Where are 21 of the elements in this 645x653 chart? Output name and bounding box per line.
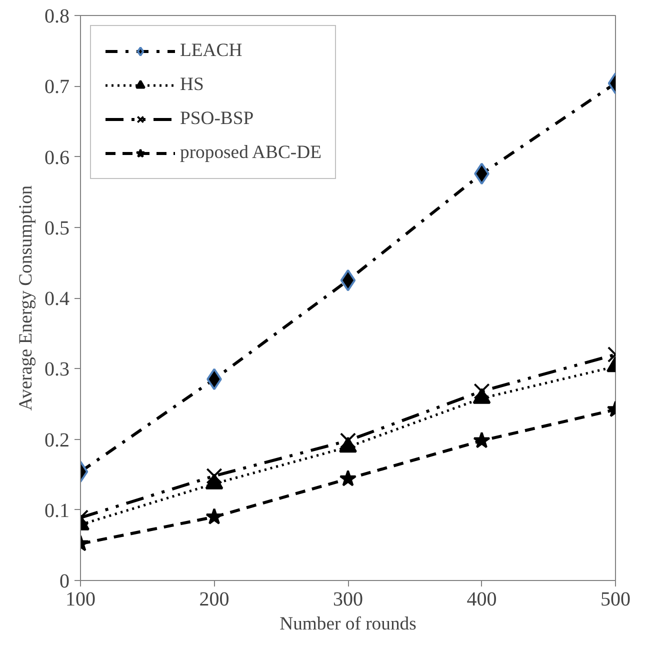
y-tick-label: 0.6	[44, 146, 70, 169]
y-tick-label: 0.1	[44, 500, 70, 522]
x-tick-label: 500	[600, 588, 630, 610]
y-tick-label: 0.8	[44, 6, 70, 28]
y-tick-label: 0.4	[44, 288, 70, 310]
x-tick-label: 300	[333, 588, 363, 610]
legend-label: HS	[180, 74, 204, 96]
point	[340, 432, 356, 449]
legend-label: LEACH	[180, 40, 242, 62]
x-tick-label: 200	[199, 588, 230, 610]
x-axis-title: Number of rounds	[280, 614, 416, 634]
y-tick-label: 0.3	[44, 358, 70, 381]
y-tick-label: 0.7	[44, 76, 70, 98]
x-tick-label: 400	[466, 588, 497, 610]
legend-label: proposed ABC-DE	[180, 142, 322, 164]
point	[340, 269, 356, 292]
legend-label: PSO-BSP	[180, 108, 254, 130]
y-axis-title: Average Energy Consumption	[16, 184, 36, 411]
y-tick-label: 0.5	[44, 217, 70, 240]
point	[339, 470, 357, 486]
y-tick-label: 0.2	[44, 429, 70, 452]
